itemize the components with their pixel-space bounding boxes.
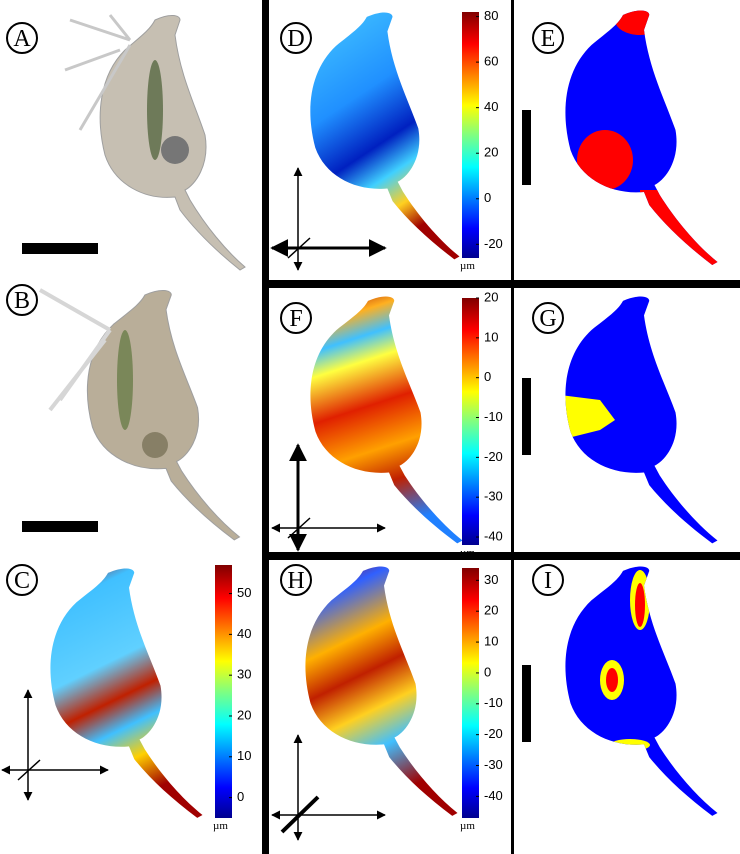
unit-label: µm (460, 820, 475, 832)
label-circle (6, 564, 38, 596)
colorbar (462, 298, 479, 545)
heat-map (310, 296, 463, 544)
unit-label: µm (460, 547, 475, 559)
label-circle (280, 302, 312, 334)
panel-label: G (539, 306, 556, 332)
tick-label: 0 (484, 664, 491, 679)
tick-label: -20 (484, 726, 503, 741)
label-circle (532, 22, 564, 54)
tick-label: 20 (484, 145, 498, 160)
tick-label: 60 (484, 54, 498, 69)
axes-icon (1, 167, 387, 841)
scale-bar (22, 521, 98, 532)
scale-bar (522, 665, 531, 742)
tick-label: 0 (484, 369, 491, 384)
label-circle (6, 22, 38, 54)
tick-label: 40 (237, 626, 251, 641)
tick-label: -40 (484, 788, 503, 803)
label-circle (280, 564, 312, 596)
tick-label: -10 (484, 409, 503, 424)
tick-label: 30 (237, 667, 251, 682)
tick-label: 50 (237, 585, 251, 600)
label-circle (532, 302, 564, 334)
label-circle (6, 284, 38, 316)
panel-label: B (14, 288, 30, 314)
tick-label: 10 (237, 748, 251, 763)
tick-label: 40 (484, 99, 498, 114)
panel-label: C (14, 568, 30, 594)
tick-label: -30 (484, 489, 503, 504)
heat-map (50, 568, 203, 818)
unit-label: µm (213, 820, 228, 832)
tick-label: 20 (484, 603, 498, 618)
tick-label: 20 (484, 289, 498, 304)
photo (64, 14, 246, 271)
tick-label: -30 (484, 757, 503, 772)
tick-label: 10 (484, 634, 498, 649)
panel-label: I (544, 568, 552, 594)
panel-label: H (287, 568, 304, 594)
divider (262, 0, 269, 854)
colorbar (462, 568, 479, 818)
colorbar (215, 565, 232, 818)
binary-map (565, 10, 718, 265)
scale-bar (522, 378, 531, 455)
tick-label: 0 (484, 190, 491, 205)
tick-label: 10 (484, 329, 498, 344)
panel-label: A (13, 26, 31, 52)
scale-bar (522, 110, 531, 185)
label-circle (532, 564, 564, 596)
panel-label: D (287, 26, 304, 52)
heat-map (310, 12, 460, 260)
tick-label: 20 (237, 707, 251, 722)
binary-map (565, 566, 718, 816)
divider (262, 280, 740, 288)
heat-map (305, 566, 458, 816)
tick-label: -40 (484, 528, 503, 543)
tick-label: -20 (484, 449, 503, 464)
tick-label: -10 (484, 695, 503, 710)
divider (511, 0, 514, 854)
tick-label: -20 (484, 236, 503, 251)
panel-label: F (289, 306, 302, 332)
photo (39, 288, 241, 541)
tick-label: 80 (484, 8, 498, 23)
scale-bar (22, 243, 98, 254)
unit-label: µm (460, 260, 475, 272)
divider (262, 552, 740, 560)
label-circle (280, 22, 312, 54)
panel-label: E (541, 26, 556, 52)
binary-map (565, 296, 718, 544)
colorbar (462, 12, 479, 258)
tick-label: 0 (237, 789, 244, 804)
tick-label: 30 (484, 572, 498, 587)
